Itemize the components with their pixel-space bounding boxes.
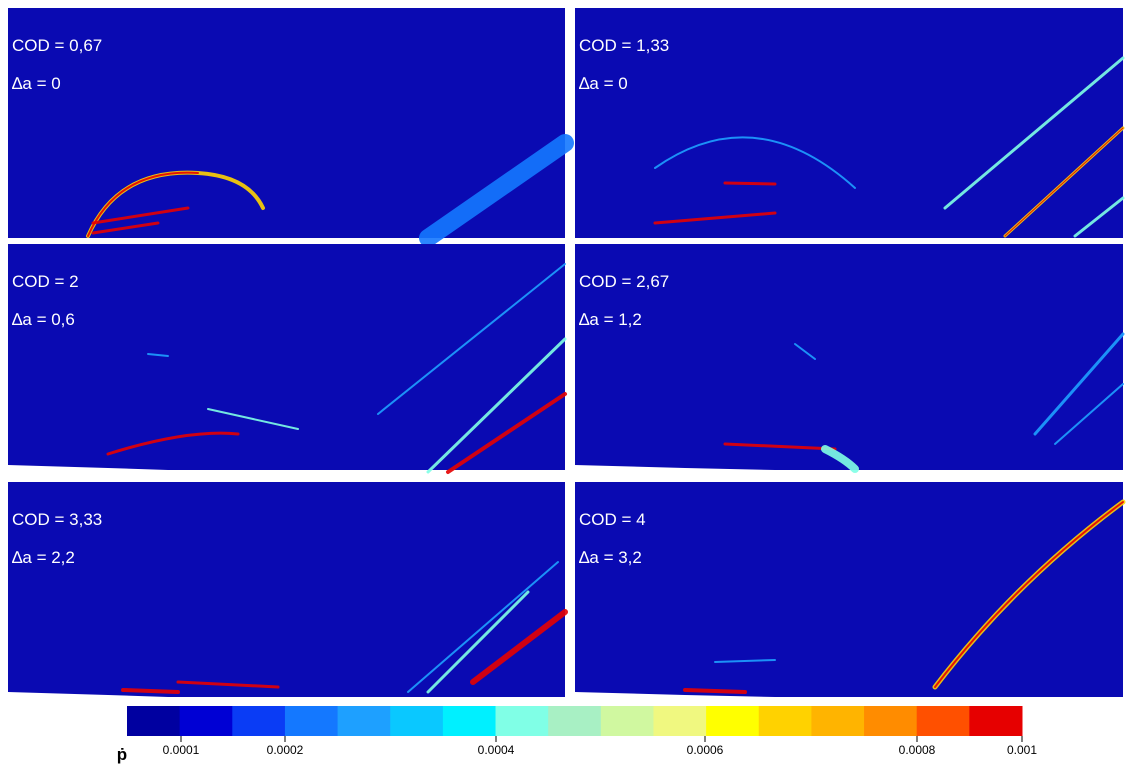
contour-streak <box>1033 332 1125 436</box>
contour-streak <box>147 353 169 357</box>
colorbar-swatch <box>864 706 918 736</box>
contour-streak <box>943 56 1125 210</box>
colorbar-tick-label: 0.001 <box>1007 743 1037 757</box>
contour-streak <box>654 136 856 189</box>
colorbar-swatch <box>390 706 444 736</box>
colorbar-tick-label: 0.0004 <box>478 743 515 757</box>
contour-streak <box>426 337 567 474</box>
contour-streak <box>446 392 567 474</box>
colorbar-tick-label: 0.0008 <box>899 743 936 757</box>
contour-streak <box>683 688 747 694</box>
colorbar-swatch <box>548 706 602 736</box>
delta-a-label: ∆a = 3,2 <box>579 548 642 567</box>
contour-streak <box>121 688 180 694</box>
colorbar-swatch <box>232 706 286 736</box>
delta-a-label: ∆a = 0,6 <box>12 310 75 329</box>
delta-a-label: ∆a = 0 <box>579 74 628 93</box>
contour-streak <box>794 343 816 360</box>
contour-streak <box>407 561 559 693</box>
geometry-edge <box>8 692 168 697</box>
panel: COD = 2 ∆a = 0,6 <box>8 244 567 474</box>
panel: COD = 0,67 ∆a = 0 <box>8 8 574 247</box>
contour-streak <box>176 680 280 689</box>
colorbar-swatch <box>758 706 812 736</box>
cod-label: COD = 0,67 <box>12 36 102 55</box>
contour-streak <box>106 431 240 456</box>
contour-streak <box>714 659 776 663</box>
colorbar-swatch <box>969 706 1023 736</box>
panel-background <box>575 8 1123 238</box>
geometry-edge <box>575 465 775 470</box>
panel: COD = 2,67 ∆a = 1,2 <box>575 244 1125 473</box>
contour-streak <box>207 408 299 430</box>
cod-label: COD = 2 <box>12 272 79 291</box>
contour-streak <box>653 211 777 225</box>
geometry-edge <box>575 692 775 697</box>
delta-a-label: ∆a = 0 <box>12 74 61 93</box>
panel-background <box>575 482 1123 697</box>
contour-streak <box>426 590 530 694</box>
contour-streak <box>934 501 1124 688</box>
panel-background <box>8 482 565 697</box>
colorbar-swatch <box>916 706 970 736</box>
colorbar-swatch <box>337 706 391 736</box>
panel-background <box>8 244 565 470</box>
cod-label: COD = 4 <box>579 510 646 529</box>
panel: COD = 3,33 ∆a = 2,2 <box>8 482 568 697</box>
colorbar-swatch <box>653 706 707 736</box>
contour-streak <box>1004 127 1124 237</box>
colorbar-tick-label: 0.0001 <box>163 743 200 757</box>
colorbar-swatch <box>495 706 549 736</box>
contour-streak <box>1073 196 1125 238</box>
colorbar-swatch <box>442 706 497 736</box>
cod-label: COD = 2,67 <box>579 272 669 291</box>
contour-streak <box>1054 383 1124 445</box>
cod-label: COD = 3,33 <box>12 510 102 529</box>
colorbar-swatch <box>811 706 865 736</box>
colorbar-swatch <box>179 706 233 736</box>
panel: COD = 1,33 ∆a = 0 <box>575 8 1125 238</box>
colorbar-swatch <box>600 706 654 736</box>
panel: COD = 4 ∆a = 3,2 <box>575 482 1126 697</box>
contour-streak <box>419 134 574 247</box>
colorbar-swatch <box>127 706 181 736</box>
colorbar-symbol: ṗ <box>117 745 127 764</box>
cod-label: COD = 1,33 <box>579 36 669 55</box>
contour-streak <box>91 221 160 235</box>
contour-streak <box>470 609 568 685</box>
contour-streak <box>723 181 777 186</box>
contour-streak <box>377 263 566 415</box>
geometry-edge <box>8 465 168 470</box>
colorbar-swatch <box>284 706 339 736</box>
colorbar-tick-label: 0.0006 <box>687 743 724 757</box>
colorbar-tick-label: 0.0002 <box>267 743 304 757</box>
contour-streak <box>723 442 837 451</box>
delta-a-label: ∆a = 2,2 <box>12 548 75 567</box>
contour-streak <box>821 445 859 473</box>
contour-streak <box>91 206 190 225</box>
delta-a-label: ∆a = 1,2 <box>579 310 642 329</box>
colorbar-swatch <box>706 706 760 736</box>
panel-background <box>575 244 1123 470</box>
